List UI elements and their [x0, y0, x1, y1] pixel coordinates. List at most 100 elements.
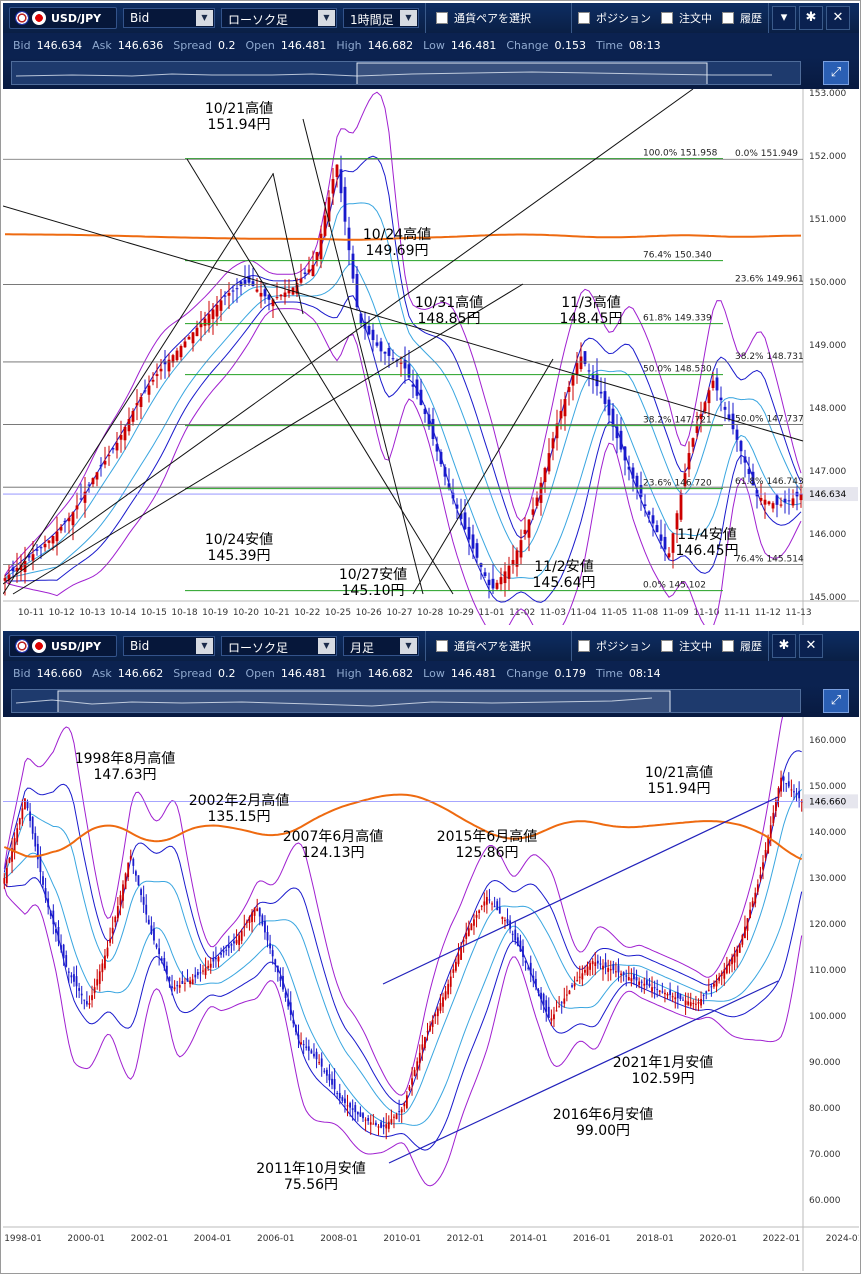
candle: [363, 321, 367, 329]
x-tick-label: 10-29: [448, 608, 474, 618]
annotation-label: 10/24安値: [205, 532, 273, 548]
select-pair-checkbox[interactable]: [436, 640, 448, 652]
price-type-select[interactable]: Bid ▼: [123, 8, 215, 28]
x-tick-label: 10-28: [417, 608, 443, 618]
candle: [435, 444, 439, 452]
pair-selector[interactable]: USD/JPY: [9, 635, 117, 657]
candle: [455, 961, 457, 971]
candle: [751, 471, 755, 486]
menu-icon[interactable]: ▾: [772, 6, 796, 30]
candle: [323, 1070, 326, 1072]
candle: [79, 498, 83, 500]
gear-icon[interactable]: ✱: [772, 634, 796, 658]
candle: [276, 965, 279, 973]
current-price-label: 146.660: [809, 797, 846, 807]
candle: [491, 578, 495, 589]
toolbar: USD/JPY Bid ▼ ローソク足 ▼ 1時間足 ▼ 通貨ペアを選択 ポジション …: [3, 3, 859, 33]
navigator-scrollbar[interactable]: [11, 61, 801, 85]
x-tick-label: 10-11: [18, 608, 44, 618]
gear-icon[interactable]: ✱: [799, 6, 823, 30]
candle: [204, 968, 207, 976]
candle: [267, 294, 271, 300]
close-icon[interactable]: ✕: [799, 634, 823, 658]
channel-upper-line: [382, 796, 779, 985]
plot-background: [3, 717, 803, 1271]
candle: [63, 520, 67, 523]
candle: [531, 509, 535, 515]
candle: [511, 559, 515, 566]
candle: [405, 1095, 408, 1109]
fibonacci-label: 50.0% 148.530: [643, 365, 712, 375]
candle: [109, 938, 111, 943]
dropdown-arrow-icon: ▼: [318, 10, 335, 26]
period-select[interactable]: 月足 ▼: [343, 636, 419, 656]
candle: [471, 534, 475, 549]
candle: [623, 446, 627, 461]
zoom-icon[interactable]: ⤢: [823, 689, 849, 713]
candle: [759, 498, 763, 501]
candle: [591, 374, 595, 379]
candle: [159, 368, 163, 372]
zoom-icon[interactable]: ⤢: [823, 61, 849, 85]
position-checkbox[interactable]: [578, 12, 590, 24]
orders-checkbox[interactable]: [661, 640, 673, 652]
fibonacci-label: 38.2% 147.721: [643, 416, 712, 426]
bollinger-lower-2: [4, 308, 802, 640]
candle: [269, 943, 271, 949]
candle: [175, 350, 179, 361]
price-type-select[interactable]: Bid ▼: [123, 636, 215, 656]
candle: [560, 1002, 563, 1004]
candle: [248, 916, 251, 923]
candle: [335, 164, 339, 178]
chart-type-select[interactable]: ローソク足 ▼: [221, 8, 337, 28]
chart-type-select[interactable]: ローソク足 ▼: [221, 636, 337, 656]
history-checkbox[interactable]: [722, 640, 734, 652]
candle: [485, 896, 488, 905]
candle: [543, 467, 547, 483]
select-pair-checkbox[interactable]: [436, 12, 448, 24]
divider: [425, 3, 426, 33]
candle: [26, 801, 29, 809]
candle: [95, 472, 99, 480]
candle: [135, 871, 137, 876]
candle: [723, 969, 726, 979]
candle: [455, 504, 459, 509]
candle: [320, 1058, 323, 1067]
candle: [571, 375, 575, 386]
candle: [24, 798, 26, 810]
navigator-scrollbar[interactable]: [11, 689, 801, 713]
candle: [713, 983, 715, 987]
candle: [75, 976, 78, 987]
close-icon[interactable]: ✕: [826, 6, 850, 30]
candle: [183, 341, 187, 348]
candle: [247, 276, 251, 283]
candle: [692, 1002, 695, 1004]
orders-checkbox[interactable]: [661, 12, 673, 24]
history-checkbox[interactable]: [722, 12, 734, 24]
candle: [147, 385, 151, 395]
candle: [547, 453, 551, 472]
history-label: 履歴: [740, 12, 762, 25]
candle: [798, 791, 801, 799]
pair-selector[interactable]: USD/JPY: [9, 7, 117, 29]
fibonacci-label: 61.8% 149.339: [643, 314, 712, 324]
candle: [540, 992, 542, 1000]
candle: [395, 1114, 398, 1119]
candle: [558, 1006, 561, 1008]
period-select[interactable]: 1時間足 ▼: [343, 8, 419, 28]
candle: [584, 969, 586, 973]
bollinger-upper-0: [3, 789, 803, 1116]
candle: [707, 989, 710, 991]
candle: [191, 979, 194, 985]
candle: [344, 1098, 346, 1104]
quote-value: 0.2: [217, 666, 236, 680]
candle: [57, 926, 60, 942]
candle: [375, 342, 379, 346]
position-checkbox[interactable]: [578, 640, 590, 652]
candle: [307, 269, 311, 273]
navigator-bar: ⤢: [3, 57, 859, 89]
annotation-label: 10/24高値: [363, 226, 431, 243]
y-tick-label: 150.000: [809, 782, 846, 792]
candle: [487, 579, 491, 586]
